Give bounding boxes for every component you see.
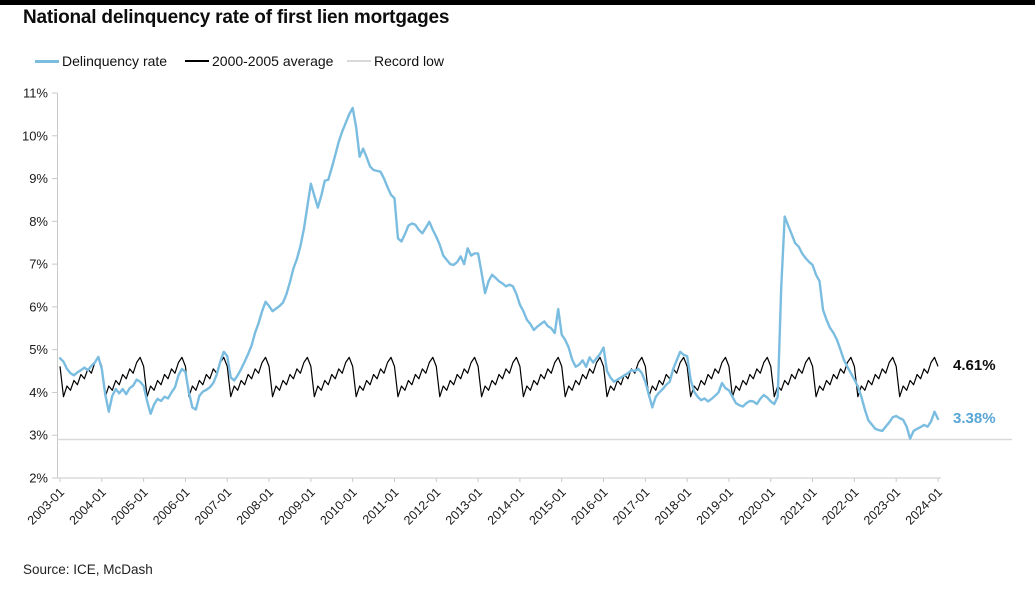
source-note: Source: ICE, McDash	[23, 562, 153, 577]
y-tick-label: 10%	[22, 128, 48, 143]
x-tick-label: 2004-01	[67, 485, 109, 527]
x-tick-label: 2022-01	[819, 485, 861, 527]
y-tick-label: 5%	[29, 342, 48, 357]
x-tick-label: 2018-01	[652, 485, 694, 527]
x-tick-label: 2021-01	[777, 485, 819, 527]
average-end-value-label: 4.61%	[953, 357, 996, 375]
legend-item-average: 2000-2005 average	[185, 51, 333, 71]
x-tick-label: 2005-01	[108, 485, 150, 527]
x-tick-label: 2020-01	[736, 485, 778, 527]
chart-title: National delinquency rate of first lien …	[23, 7, 450, 28]
top-border-bar	[0, 0, 1035, 5]
y-tick-label: 11%	[23, 86, 48, 101]
x-tick-label: 2012-01	[401, 485, 443, 527]
y-tick-label: 8%	[29, 214, 48, 229]
x-tick-label: 2016-01	[568, 485, 610, 527]
x-tick-label: 2019-01	[694, 485, 736, 527]
y-tick-label: 7%	[29, 257, 48, 272]
y-tick-label: 4%	[29, 385, 48, 400]
y-tick-label: 2%	[29, 471, 48, 486]
x-tick-label: 2009-01	[276, 485, 318, 527]
legend-label-record-low: Record low	[374, 53, 445, 69]
x-tick-label: 2007-01	[192, 485, 234, 527]
x-tick-label: 2024-01	[903, 485, 945, 527]
x-tick-label: 2006-01	[150, 485, 192, 527]
x-tick-label: 2023-01	[861, 485, 903, 527]
y-tick-label: 9%	[29, 171, 48, 186]
legend-item-record-low: Record low	[347, 51, 444, 71]
average-line-swatch	[185, 60, 209, 62]
legend: Delinquency rate 2000-2005 average Recor…	[0, 51, 1035, 71]
x-tick-label: 2015-01	[526, 485, 568, 527]
legend-item-delinquency: Delinquency rate	[35, 51, 167, 71]
y-tick-label: 3%	[29, 428, 48, 443]
record-low-line-swatch	[347, 60, 371, 62]
x-tick-label: 2017-01	[610, 485, 652, 527]
x-tick-label: 2008-01	[234, 485, 276, 527]
legend-label-average: 2000-2005 average	[212, 53, 334, 69]
x-tick-label: 2014-01	[485, 485, 527, 527]
average-series-line	[59, 356, 939, 398]
delinquency-series-line	[58, 106, 940, 440]
delinquency-line-swatch	[35, 59, 59, 63]
delinquency-end-value-label: 3.38%	[953, 409, 996, 427]
x-tick-label: 2013-01	[443, 485, 485, 527]
legend-label-delinquency: Delinquency rate	[62, 53, 168, 69]
x-tick-label: 2003-01	[25, 485, 67, 527]
x-tick-label: 2011-01	[360, 485, 402, 527]
y-tick-label: 6%	[29, 299, 48, 314]
x-tick-label: 2010-01	[317, 485, 359, 527]
